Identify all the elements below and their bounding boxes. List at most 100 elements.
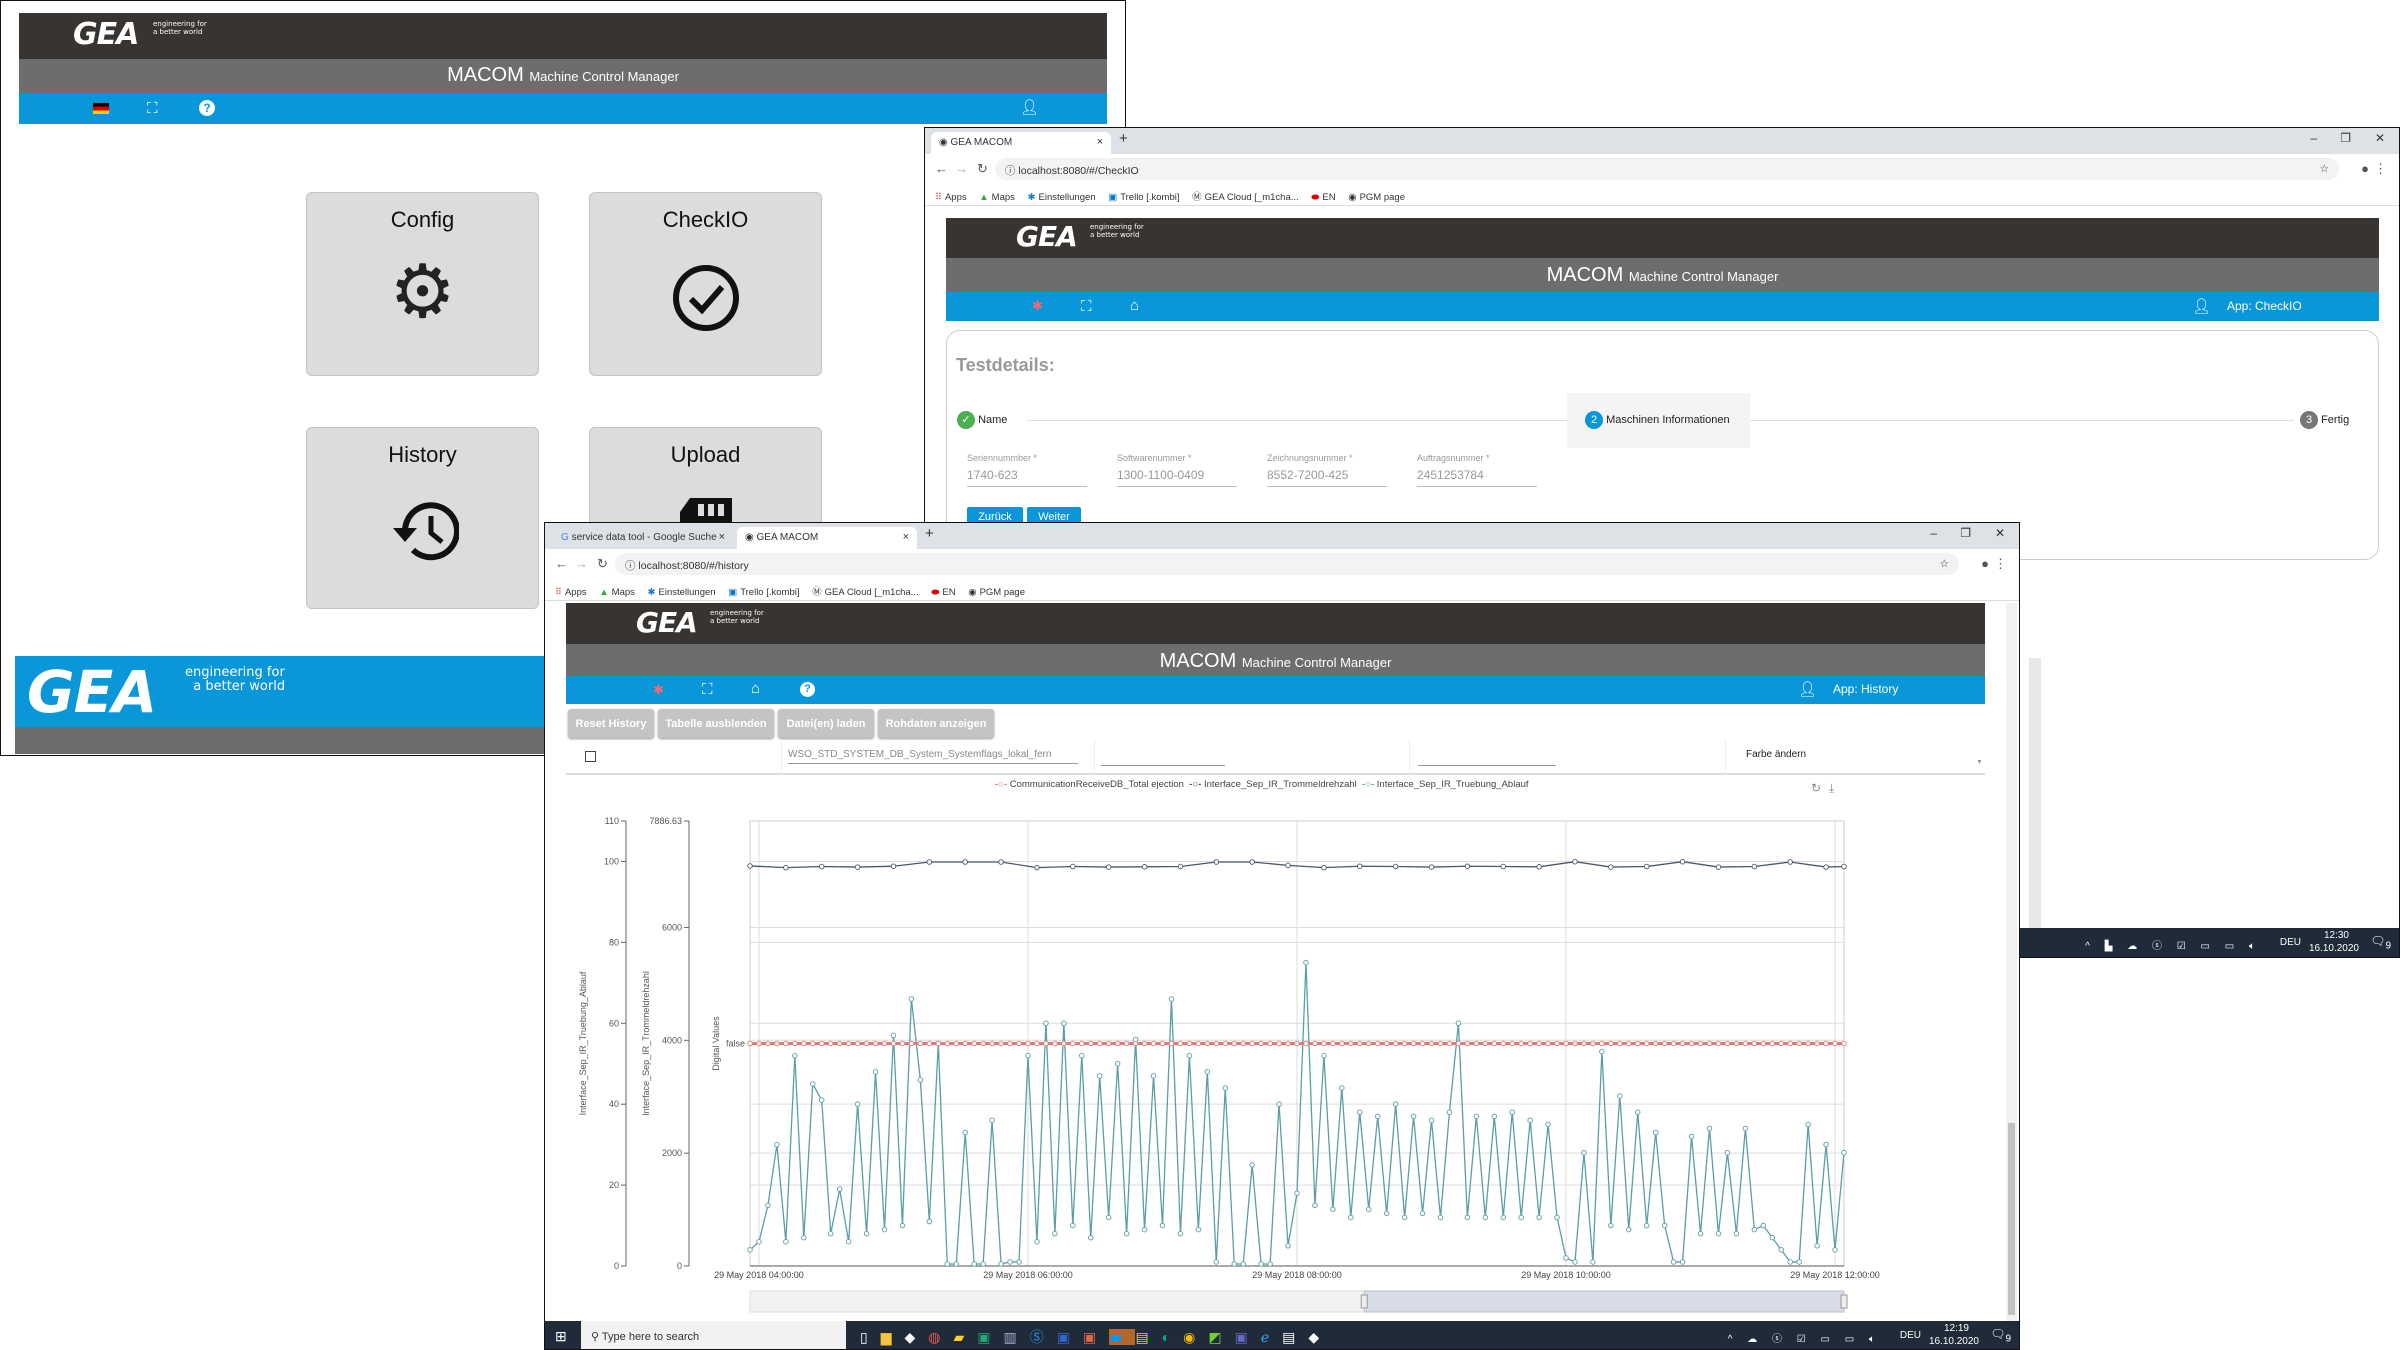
bookmark-star-icon[interactable]: ☆ [2319,163,2329,175]
minimize-button[interactable]: – [2310,131,2317,145]
profile-icon[interactable]: ● [2361,161,2369,176]
legend-item-truebung-ablauf[interactable]: -○- Interface_Sep_IR_Truebung_Ablauf [1362,779,1529,790]
softwarenummer-input[interactable]: 1300-1100-0409 [1117,468,1237,487]
bookmark[interactable]: ⠿ Apps [555,587,587,598]
profile-icon[interactable]: ● [1981,556,1989,571]
url-input[interactable]: ⓘ localhost:8080/#/CheckIO ☆ [995,158,2339,180]
signal-select[interactable]: WSO_STD_SYSTEM_DB_System_Systemflags_lok… [788,749,1078,764]
bookmark[interactable]: ▣ Trello [.kombi] [1108,192,1180,203]
hide-table-button[interactable]: Tabelle ausblenden [658,709,774,738]
bookmark-star-icon[interactable]: ☆ [1939,558,1949,570]
clock-time[interactable]: 12:19 [1943,1323,1969,1334]
fullscreen-icon[interactable]: ⛶ [147,100,158,117]
menu-icon[interactable]: ⋮ [2374,161,2387,176]
legend-item-trommeldrehzahl[interactable]: -○- Interface_Sep_IR_Trommeldrehzahl [1189,779,1357,790]
bookmark[interactable]: Ⓜ GEA Cloud [_m1cha... [1192,192,1299,203]
reload-icon[interactable]: ↻ [977,161,988,176]
bookmark[interactable]: ✱ Einstellungen [647,587,716,598]
tile-checkio[interactable]: CheckIO [589,192,822,376]
fullscreen-icon[interactable]: ⛶ [1081,298,1092,315]
back-icon[interactable]: ← [935,161,948,176]
page-scrollbar[interactable] [2029,658,2041,928]
home-icon[interactable]: ⌂ [1130,297,1140,314]
help-icon[interactable]: ? [199,100,215,116]
bookmark[interactable]: ◉ PGM page [1348,192,1405,203]
notification-center-icon[interactable]: 🗨︎9 [2370,934,2391,952]
page-scrollbar[interactable] [2006,603,2017,1321]
bookmark[interactable]: ✱ Einstellungen [1027,192,1096,203]
navigator-handle[interactable] [1360,1294,1368,1309]
menu-icon[interactable]: ⋮ [1994,556,2007,571]
url-input[interactable]: ⓘ localhost:8080/#/history ☆ [615,553,1959,575]
navigator-handle[interactable] [1840,1294,1848,1309]
tab-gea-macom[interactable]: ◉ GEA MACOM × [931,132,1111,154]
tile-history[interactable]: History [306,427,539,609]
uk-flag-icon[interactable]: ✱ [1032,298,1043,313]
bookmark[interactable]: ⬬ EN [1311,192,1336,203]
taskbar-app-icons[interactable]: ▯▆◆◍▰▣▥Ⓢ▣▣▣▤◐◉◩▣ℯ▤◆ [860,1329,1333,1345]
clock-date[interactable]: 16.10.2020 [1928,1336,1979,1347]
bookmark[interactable]: ◉ PGM page [968,587,1025,598]
signal-select-2[interactable] [1101,765,1225,766]
restore-zoom-icon[interactable]: ↻ [1811,781,1822,795]
table-scroll-arrow[interactable]: ▼ [1976,759,1983,766]
user-icon[interactable]: 👤︎ [1020,99,1040,116]
german-flag-icon[interactable] [93,103,109,114]
load-files-button[interactable]: Datei(en) laden [778,709,874,738]
auftragsnummer-input[interactable]: 2451253784 [1417,468,1537,487]
bookmark[interactable]: Ⓜ GEA Cloud [_m1cha... [812,587,919,598]
truebung-series-point [1258,1261,1264,1267]
bookmark[interactable]: ▲ Maps [979,192,1015,203]
help-icon[interactable]: ? [800,682,815,697]
input-language[interactable]: DEU [1899,1330,1921,1341]
download-icon[interactable]: ⤓ [1829,781,1835,795]
taskbar-search-box[interactable]: ⚲ Type here to search [581,1321,846,1349]
maximize-button[interactable]: ❐ [2340,131,2351,145]
new-tab-button[interactable]: + [925,525,934,542]
bookmark[interactable]: ▲ Maps [599,587,635,598]
tab-gea-macom[interactable]: ◉ GEA MACOM × [737,527,917,549]
reset-history-button[interactable]: Reset History [568,709,654,738]
close-window-button[interactable]: ✕ [1994,526,2005,540]
maximize-button[interactable]: ❐ [1960,526,1971,540]
clock-date[interactable]: 16.10.2020 [2308,943,2359,954]
system-tray-icons[interactable]: ^ ☁ ⓢ ☑ ▭ ▭ 🔈︎ [1727,1334,1881,1345]
scrollbar-thumb[interactable] [2008,1123,2015,1315]
bookmark[interactable]: ⠿ Apps [935,192,967,203]
tab-google-search[interactable]: G service data tool - Google Suche × [561,531,725,543]
home-icon[interactable]: ⌂ [751,680,761,697]
close-tab-icon[interactable]: × [718,531,725,543]
reload-icon[interactable]: ↻ [597,556,608,571]
zeichnungsnummer-input[interactable]: 8552-7200-425 [1267,468,1387,487]
navigator-selected-range[interactable] [1363,1290,1845,1313]
row-checkbox[interactable] [585,751,596,762]
step-fertig[interactable]: 3 Fertig [2294,411,2350,429]
input-language[interactable]: DEU [2279,937,2301,948]
signal-select-3[interactable] [1418,765,1556,766]
uk-flag-icon[interactable]: ✱ [653,682,664,697]
new-tab-button[interactable]: + [1119,130,1128,147]
step-maschinen-informationen[interactable]: 2 Maschinen Informationen [1567,393,1750,448]
change-color-label[interactable]: Farbe ändern [1746,749,1807,760]
seriennummer-input[interactable]: 1740-623 [967,468,1087,487]
user-icon[interactable]: 👤︎ [1798,681,1818,698]
back-icon[interactable]: ← [555,556,568,571]
bookmark[interactable]: ▣ Trello [.kombi] [728,587,800,598]
close-tab-icon[interactable]: × [902,531,909,543]
legend-item-total-ejection[interactable]: -○- CommunicationReceiveDB_Total ejectio… [995,779,1184,790]
user-icon[interactable]: 👤︎ [2192,298,2212,315]
minimize-button[interactable]: – [1930,526,1937,540]
forward-icon[interactable]: → [955,161,968,176]
forward-icon[interactable]: → [575,556,588,571]
close-tab-icon[interactable]: × [1096,136,1103,148]
close-window-button[interactable]: ✕ [2374,131,2385,145]
clock-time[interactable]: 12:30 [2323,930,2349,941]
fullscreen-icon[interactable]: ⛶ [702,681,713,698]
start-button[interactable]: ⊞ [555,1328,567,1344]
notification-center-icon[interactable]: 🗨︎9 [1990,1327,2011,1345]
step-name[interactable]: ✓ Name [957,411,1016,429]
tile-config[interactable]: Config ⚙ [306,192,539,376]
system-tray-icons[interactable]: ^ ▙ ☁ ⓢ ☑ ▭ ▭ 🔈︎ [2085,941,2261,952]
show-raw-data-button[interactable]: Rohdaten anzeigen [878,709,994,738]
bookmark[interactable]: ⬬ EN [931,587,956,598]
